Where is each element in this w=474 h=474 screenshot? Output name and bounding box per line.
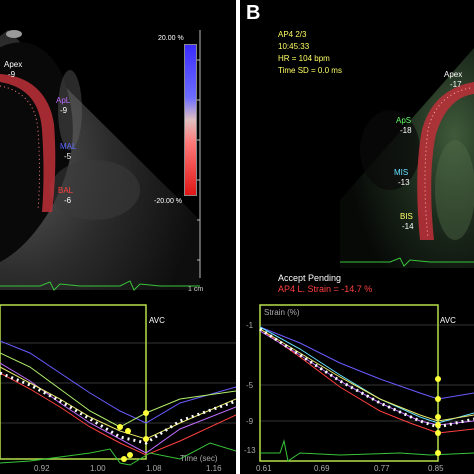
panel-b: B AP4 2/3 10:45:33 HR = 104 bpm Time SD … [240, 0, 474, 474]
avc-label-a: AVC [149, 316, 165, 325]
x-tick-b-2: 0.77 [374, 464, 390, 473]
segment-label-bis: BIS [400, 212, 413, 221]
info-hr: HR = 104 bpm [278, 54, 330, 63]
avc-box-a [0, 304, 147, 460]
strain-graph-b: Strain (%) AVC -1 -5 -9 -13 0.61 0.69 0.… [240, 303, 474, 474]
segment-value-mal: -5 [64, 152, 72, 161]
strain-color-scale [184, 44, 197, 196]
panel-letter-b: B [246, 2, 261, 24]
segment-value-bis: -14 [402, 222, 414, 231]
scale-bottom-label: -20.00 % [154, 198, 183, 205]
x-tick-b-1: 0.69 [314, 464, 330, 473]
echo-image-a [0, 30, 201, 291]
ecg-trace-b [340, 257, 474, 267]
segment-label-apex: Apex [4, 60, 23, 69]
x-tick-b-0: 0.61 [256, 464, 272, 473]
y-axis-label-b: Strain (%) [264, 308, 300, 317]
segment-value-aplat: -9 [60, 106, 68, 115]
x-tick-a-2: 1.08 [146, 464, 162, 473]
segment-value-aps: -18 [400, 126, 412, 135]
segment-label-aps: ApS [396, 116, 412, 125]
segment-label-mal: MAL [60, 142, 77, 151]
x-tick-a-3: 1.16 [206, 464, 222, 473]
segment-value-apex: -9 [8, 70, 16, 79]
panel-a: Apex -9 ApL -9 MAL -5 BAL -6 20.00 % -20… [0, 0, 236, 474]
segment-label-apex-b: Apex [444, 70, 463, 79]
segment-value-apex-b: -17 [450, 80, 462, 89]
y-tick-b-2: -9 [246, 417, 254, 426]
x-axis-label-a: Time (sec) [180, 454, 218, 463]
strain-result: AP4 L. Strain = -14.7 % [278, 284, 373, 294]
info-time-sd: Time SD = 0.0 ms [278, 66, 342, 75]
segment-label-mis: MIS [394, 168, 409, 177]
y-tick-b-1: -5 [246, 381, 254, 390]
strain-graph-a: AVC 0.92 1.00 1.08 1.16 Time (sec) [0, 303, 236, 474]
info-view: AP4 2/3 [278, 30, 307, 39]
segment-value-mis: -13 [398, 178, 410, 187]
scale-top-label: 20.00 % [158, 35, 184, 42]
avc-label-b: AVC [440, 316, 456, 325]
ecg-trace-a [0, 280, 200, 291]
info-time: 10:45:33 [278, 42, 310, 51]
x-tick-a-1: 1.00 [90, 464, 106, 473]
x-tick-b-3: 0.85 [428, 464, 444, 473]
x-tick-a-0: 0.92 [34, 464, 50, 473]
avc-box-b [259, 304, 439, 462]
y-tick-b-0: -1 [246, 321, 254, 330]
segment-label-bal: BAL [58, 186, 74, 195]
y-tick-b-3: -13 [244, 446, 256, 455]
status-text: Accept Pending [278, 273, 342, 283]
panel-separator [236, 0, 240, 474]
depth-label: 1 cm [188, 286, 204, 293]
segment-value-bal: -6 [64, 196, 72, 205]
segment-label-aplat: ApL [56, 96, 71, 105]
echo-image-b [340, 48, 474, 268]
